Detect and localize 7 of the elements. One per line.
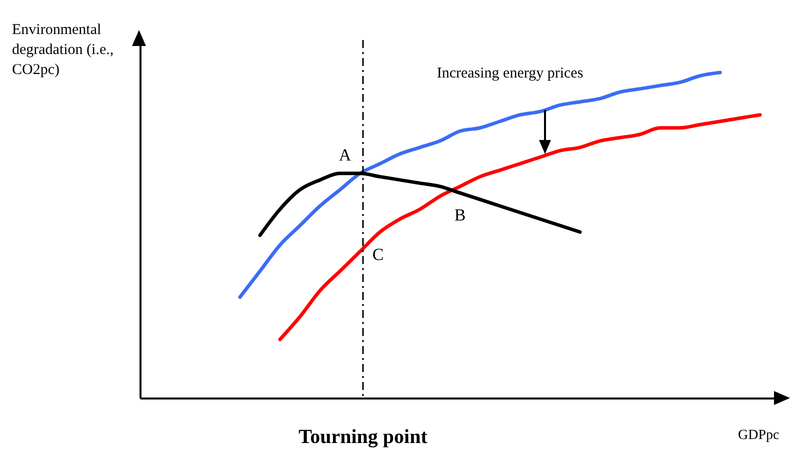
annotation: Increasing energy prices xyxy=(436,66,584,82)
annotation: B xyxy=(454,206,466,225)
annotation: A xyxy=(338,146,352,165)
annotation: C xyxy=(372,244,384,264)
text: Tourning point xyxy=(298,426,428,448)
x-axis-title: GDPpc xyxy=(738,428,780,444)
y-axis-title: Environmental degradation (i.e., CO2pc) xyxy=(12,21,115,80)
